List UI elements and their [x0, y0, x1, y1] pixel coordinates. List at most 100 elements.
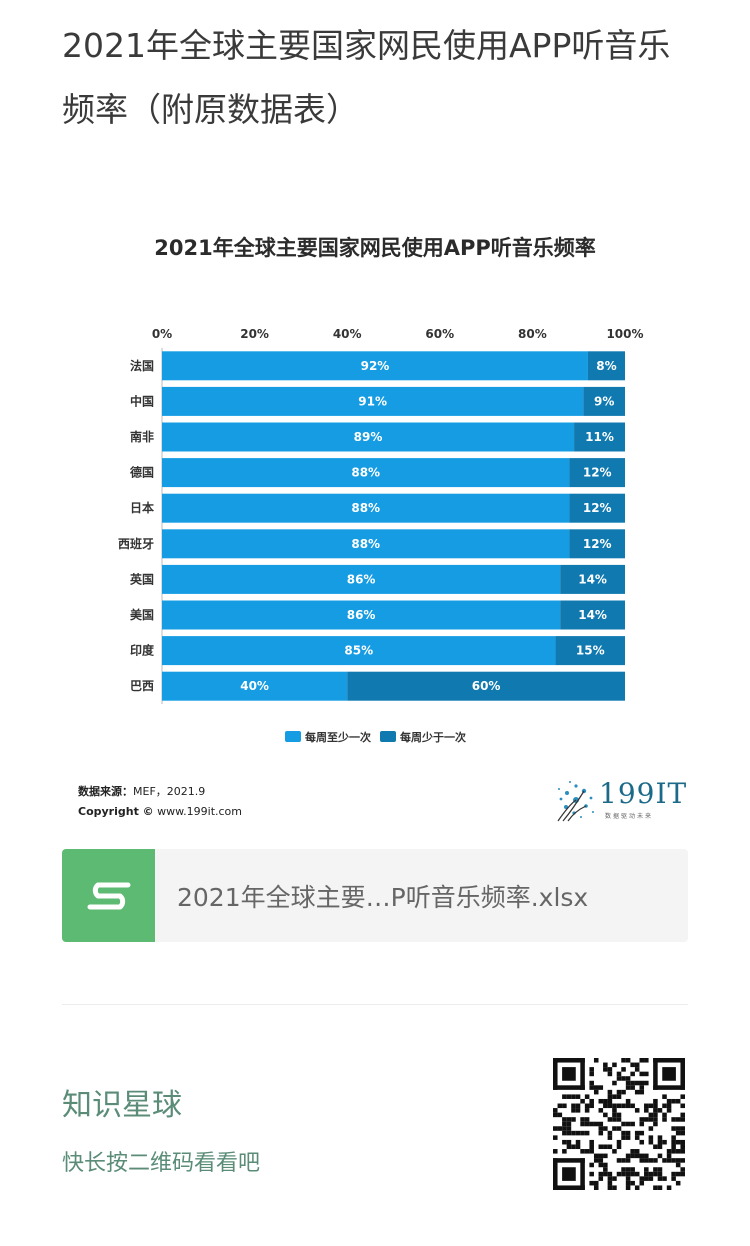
logo-mark-icon	[557, 781, 594, 822]
qr-module	[634, 1171, 640, 1177]
qr-module	[571, 1144, 576, 1150]
qr-module	[648, 1139, 654, 1145]
qr-module	[680, 1094, 685, 1099]
qr-module	[575, 1144, 581, 1150]
qr-finder	[553, 1158, 558, 1190]
qr-module	[630, 1085, 635, 1090]
qr-module	[671, 1149, 676, 1154]
qr-module	[607, 1098, 613, 1104]
qr-module	[598, 1121, 604, 1127]
qr-module	[616, 1144, 622, 1150]
qr-module	[666, 1158, 672, 1163]
qr-module	[562, 1103, 567, 1109]
qr-module	[644, 1117, 649, 1122]
qr-finder	[653, 1058, 685, 1063]
qr-module	[598, 1098, 604, 1104]
qr-module	[562, 1149, 567, 1154]
qr-module	[571, 1117, 576, 1122]
qr-module	[653, 1121, 658, 1127]
qr-module	[603, 1144, 608, 1150]
qr-module	[621, 1103, 626, 1109]
bar-segment	[583, 386, 625, 416]
qr-module	[616, 1071, 622, 1077]
qr-module	[557, 1112, 563, 1118]
qr-module	[584, 1121, 590, 1127]
qr-module	[562, 1121, 567, 1127]
qr-module	[644, 1171, 649, 1177]
qr-module	[621, 1089, 626, 1095]
bar-segment	[569, 493, 625, 523]
qr-module	[662, 1112, 667, 1118]
qr-module	[571, 1108, 576, 1113]
qr-module	[603, 1162, 608, 1168]
qr-module	[616, 1158, 622, 1163]
bar-segment	[162, 600, 561, 630]
qr-module	[662, 1103, 667, 1109]
qr-module	[657, 1167, 663, 1172]
data-label: 9%	[594, 394, 614, 408]
qr-module	[625, 1098, 631, 1104]
qr-module	[630, 1121, 635, 1127]
qr-module	[648, 1171, 654, 1177]
qr-module	[671, 1176, 676, 1181]
qr-module	[675, 1126, 681, 1131]
qr-module	[671, 1158, 676, 1163]
qr-module	[639, 1139, 645, 1145]
qr-code-icon[interactable]	[553, 1058, 685, 1190]
data-label: 14%	[578, 608, 607, 622]
qr-module	[621, 1167, 626, 1172]
qr-module	[671, 1139, 676, 1145]
qr-module	[639, 1158, 645, 1163]
qr-module	[584, 1130, 590, 1136]
qr-module	[671, 1126, 676, 1131]
qr-module	[598, 1126, 604, 1131]
qr-module	[562, 1139, 567, 1145]
qr-finder	[553, 1158, 585, 1163]
category-label: 美国	[130, 607, 154, 622]
qr-module	[616, 1089, 622, 1095]
qr-module	[566, 1139, 572, 1145]
qr-module	[575, 1108, 581, 1113]
qr-module	[603, 1167, 608, 1172]
qr-module	[675, 1162, 681, 1168]
qr-module	[666, 1185, 672, 1190]
qr-module	[644, 1071, 649, 1077]
qr-module	[666, 1108, 672, 1113]
qr-module	[612, 1103, 617, 1109]
legend-swatch	[285, 731, 301, 742]
qr-module	[607, 1185, 613, 1190]
bar-segment	[587, 351, 625, 381]
qr-module	[616, 1094, 622, 1099]
qr-module	[657, 1144, 663, 1150]
qr-module	[621, 1076, 626, 1081]
qr-module	[593, 1121, 599, 1127]
qr-module	[630, 1062, 635, 1068]
qr-module	[612, 1117, 617, 1122]
qr-module	[584, 1149, 590, 1154]
qr-finder	[562, 1067, 576, 1081]
qr-module	[603, 1098, 608, 1104]
qr-module	[621, 1130, 626, 1136]
qr-module	[662, 1139, 667, 1145]
bar-segment	[162, 458, 570, 488]
qr-module	[675, 1149, 681, 1154]
x-tick-label: 40%	[333, 327, 362, 341]
qr-module	[639, 1153, 645, 1159]
qr-module	[607, 1117, 613, 1122]
category-label: 印度	[130, 643, 155, 658]
qr-module	[553, 1112, 558, 1118]
qr-module	[566, 1144, 572, 1150]
qr-module	[598, 1171, 604, 1177]
qr-module	[662, 1176, 667, 1181]
qr-finder	[562, 1167, 576, 1181]
qr-module	[639, 1058, 645, 1063]
file-attachment[interactable]: 2021年全球主要…P听音乐频率.xlsx	[62, 849, 688, 942]
qr-module	[589, 1144, 594, 1150]
qr-module	[589, 1067, 594, 1072]
bar-segment	[555, 636, 625, 666]
qr-module	[634, 1108, 640, 1113]
qr-module	[630, 1153, 635, 1159]
qr-module	[607, 1135, 613, 1140]
bar-segment	[162, 351, 588, 381]
bar-segment	[569, 529, 625, 559]
